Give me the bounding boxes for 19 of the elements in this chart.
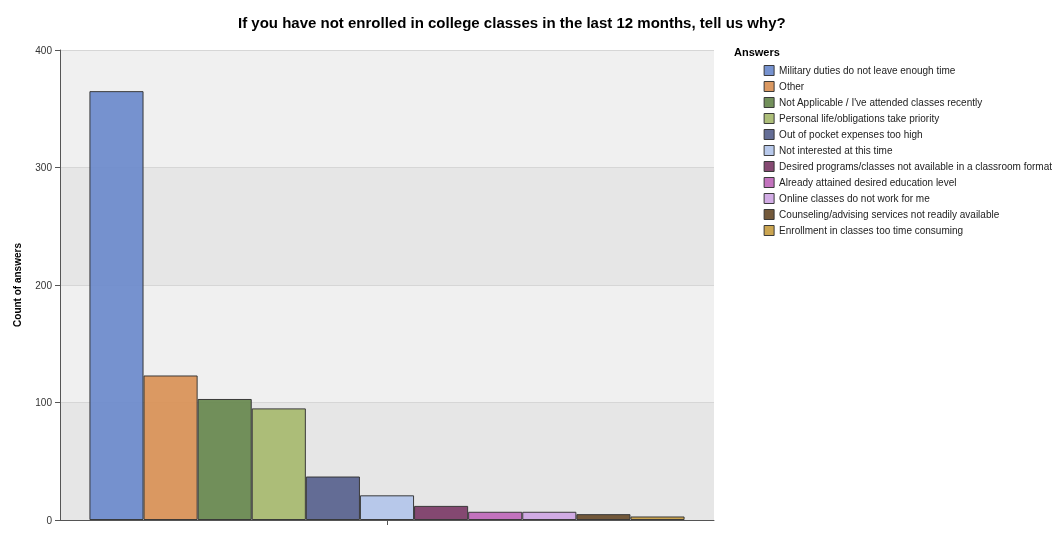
legend-label: Not Applicable / I've attended classes recently [779, 97, 983, 108]
legend-label: Counseling/advising services not readily available [779, 209, 1000, 220]
legend-label: Personal life/obligations take priority [779, 113, 940, 124]
legend-title: Answers [734, 45, 780, 58]
legend-label: Other [779, 81, 805, 92]
y-tick-label: 400 [35, 44, 53, 56]
y-tick-label: 300 [35, 162, 53, 173]
y-tick-label: 200 [35, 279, 53, 291]
y-tick-label: 0 [46, 514, 53, 526]
legend-label: Military duties do not leave enough time [779, 65, 956, 76]
legend-label: Already attained desired education level [779, 177, 957, 188]
legend-label: Desired programs/classes not available in a classroom format [779, 161, 1053, 172]
legend-label: Online classes do not work for me [779, 193, 931, 204]
legend-label: Enrollment in classes too time consuming [779, 225, 964, 236]
chart-title: If you have not enrolled in college classes in the last 12 months, tell us why? [238, 14, 786, 31]
legend-label: Not interested at this time [779, 145, 893, 156]
legend-label: Out of pocket expenses too high [779, 129, 923, 140]
y-tick-label: 100 [35, 397, 53, 408]
y-axis-title: Count of answers [11, 242, 23, 327]
